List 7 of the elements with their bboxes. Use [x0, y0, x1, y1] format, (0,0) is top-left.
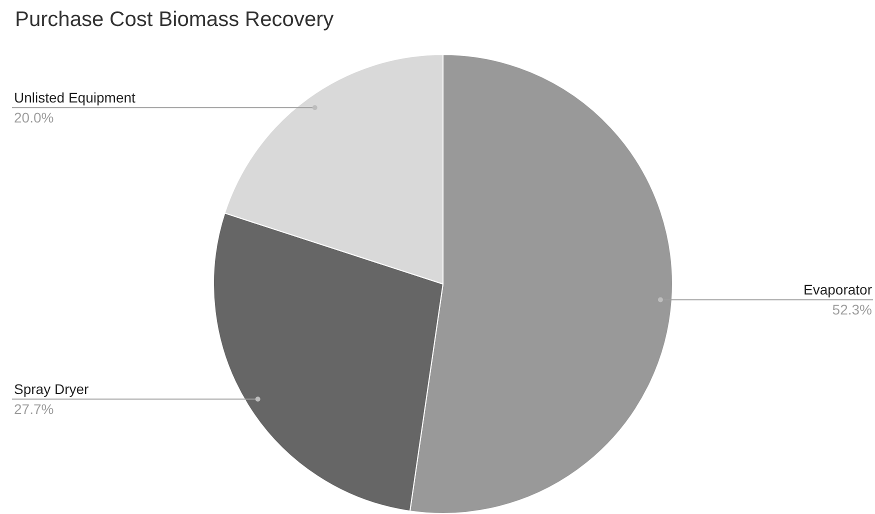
chart-title: Purchase Cost Biomass Recovery [15, 8, 334, 32]
data-label: 20.0% [14, 110, 54, 126]
slice-label: Unlisted Equipment [14, 90, 136, 106]
slice-label: Spray Dryer [14, 381, 90, 398]
data-label: 52.3% [832, 302, 872, 318]
data-label: 27.7% [14, 401, 54, 418]
slice-label: Evaporator [804, 282, 872, 298]
